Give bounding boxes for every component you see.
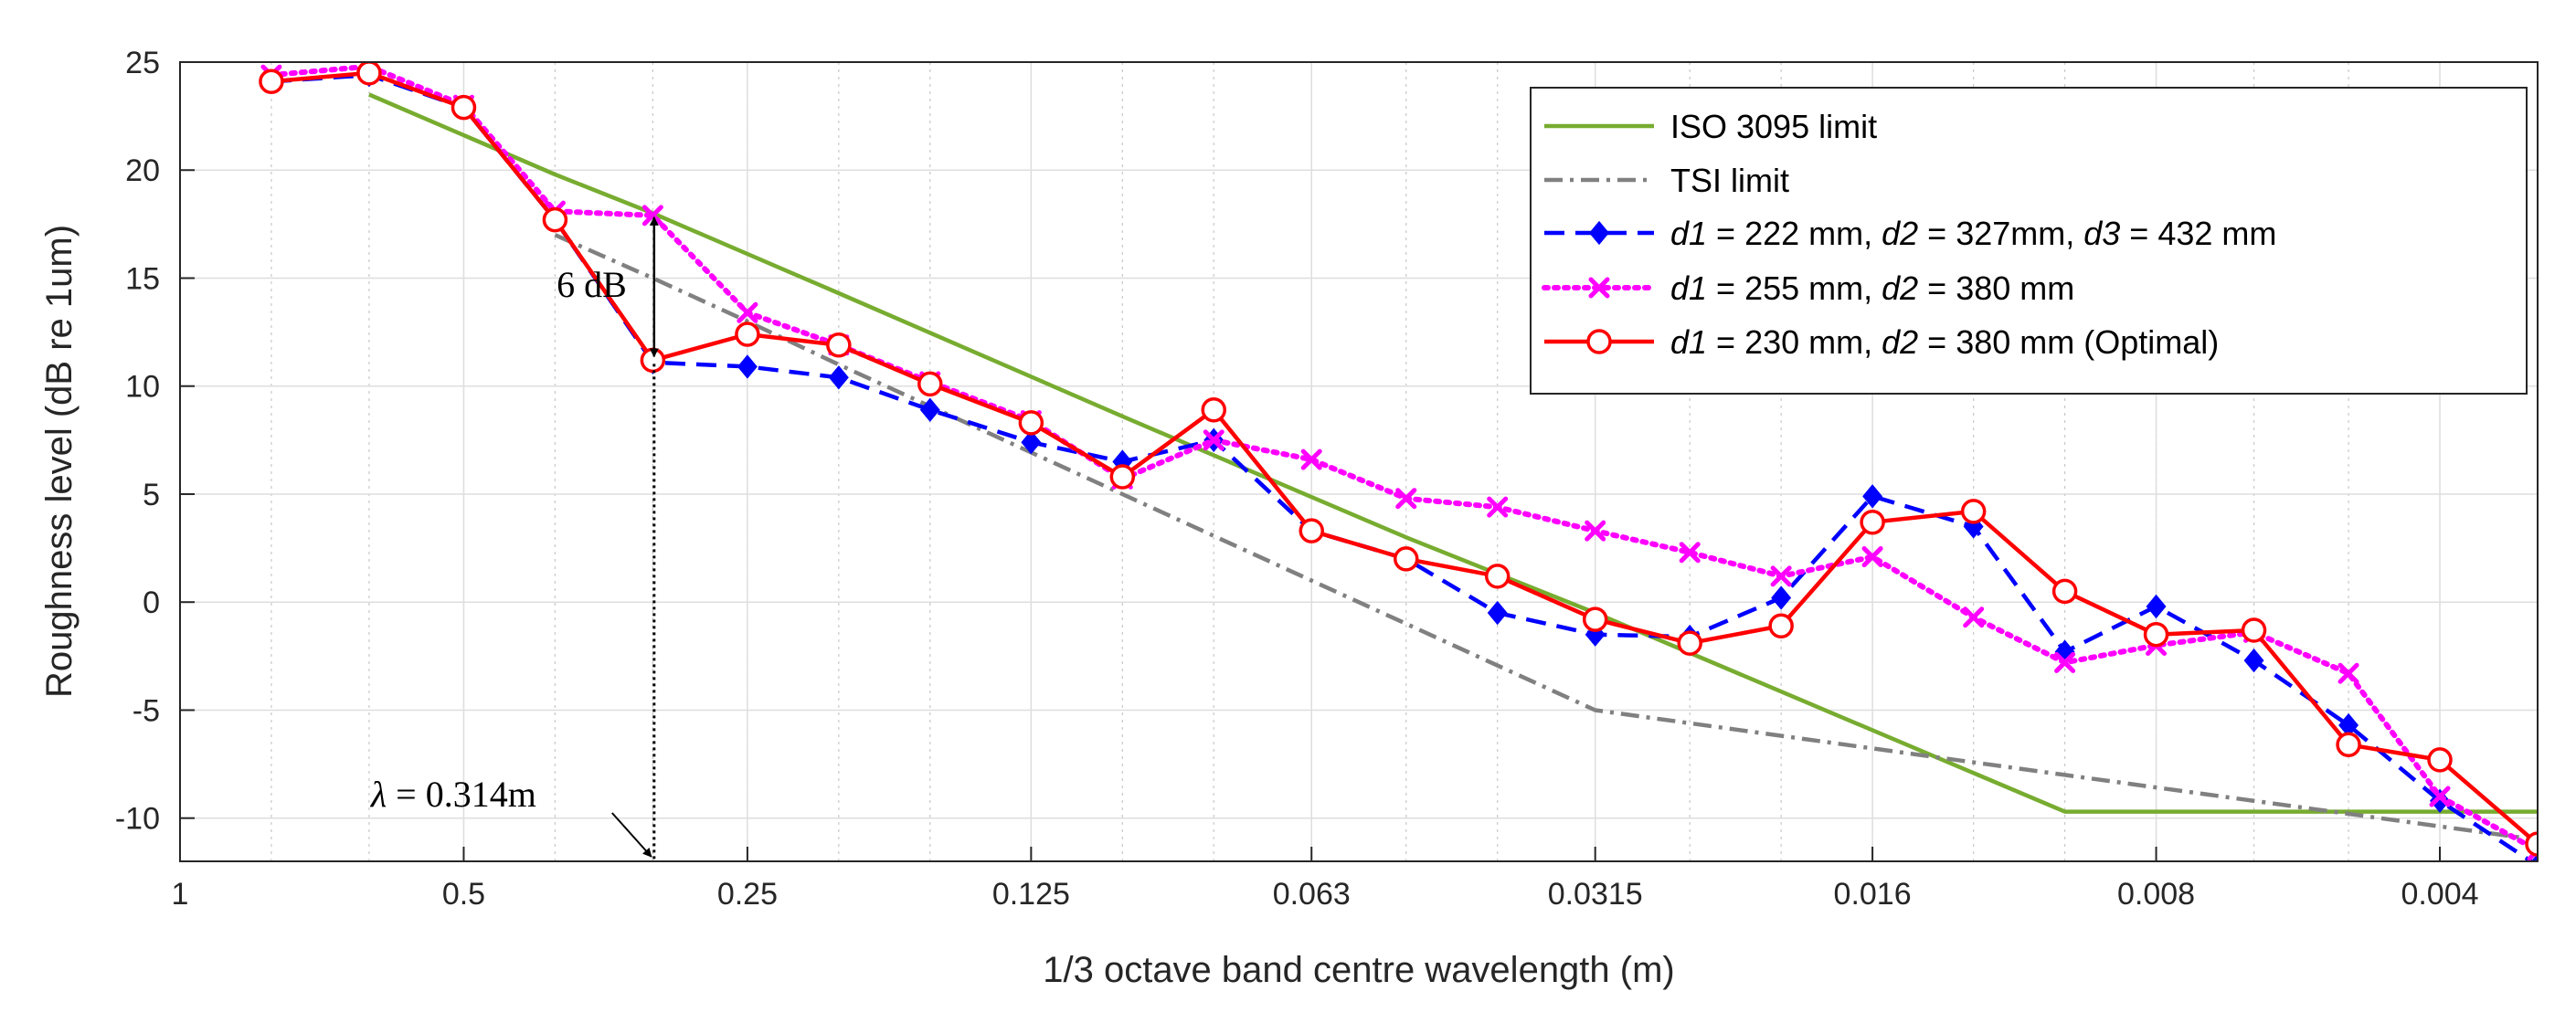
- annotations: 6 dB λ = 0.314m: [370, 216, 659, 861]
- legend-label: TSI limit: [1670, 162, 1789, 199]
- data-point: [737, 301, 758, 323]
- legend-entry-5: d1 = 230 mm, d2 = 380 mm (Optimal): [1544, 323, 2219, 361]
- data-point: [2430, 788, 2450, 813]
- data-point: [1299, 518, 1324, 543]
- series-5: [259, 62, 2538, 857]
- data-point: [2241, 617, 2267, 643]
- data-point: [1394, 546, 1419, 572]
- 6db-label: 6 dB: [557, 264, 627, 305]
- legend-marker: [1588, 277, 1610, 299]
- data-point: [2243, 648, 2264, 673]
- data-point: [1860, 509, 1885, 535]
- axis-ticks: 1 0.5 0.25 0.125 0.063 0.0315 0.016 0.008 0.004 2…: [115, 46, 2479, 912]
- data-point: [737, 354, 758, 379]
- data-point: [1960, 499, 1987, 524]
- legend-label: ISO 3095 limit: [1670, 108, 1877, 145]
- data-point: [2427, 747, 2453, 773]
- x-tick-label: 1: [172, 877, 189, 912]
- y-tick-label: 0: [143, 585, 160, 620]
- legend-box: [1530, 87, 2528, 395]
- data-point: [1203, 429, 1224, 451]
- legend-entry-2: TSI limit: [1544, 162, 1789, 199]
- series-line: [554, 233, 2538, 842]
- series-1: [368, 92, 2538, 814]
- data-point: [1109, 464, 1136, 490]
- legend-label: d1 = 222 mm, d2 = 327mm, d3 = 432 mm: [1670, 215, 2276, 252]
- legend-entry-3: d1 = 222 mm, d2 = 327mm, d3 = 432 mm: [1544, 215, 2276, 252]
- data-point: [1395, 488, 1417, 510]
- legend-label: d1 = 230 mm, d2 = 380 mm (Optimal): [1670, 323, 2219, 361]
- legend-entry-4: d1 = 255 mm, d2 = 380 mm: [1542, 269, 2074, 307]
- x-axis-label: 1/3 octave band centre wavelength (m): [1043, 950, 1675, 990]
- series-line: [368, 92, 2538, 814]
- x-tick-label: 0.0315: [1548, 877, 1643, 912]
- data-point: [1487, 600, 1508, 626]
- data-point: [1300, 448, 1322, 470]
- x-tick-label: 0.016: [1834, 877, 1912, 912]
- x-tick-label: 0.004: [2401, 877, 2478, 912]
- legend-marker: [1589, 220, 1609, 246]
- data-point: [1768, 613, 1794, 638]
- data-point: [828, 365, 849, 390]
- data-point: [917, 371, 943, 397]
- series-group: [259, 62, 2538, 861]
- data-point: [259, 69, 284, 95]
- data-point: [2051, 578, 2078, 605]
- data-point: [1487, 496, 1509, 518]
- data-point: [1963, 606, 1985, 628]
- data-point: [826, 332, 852, 358]
- y-tick-label: 15: [125, 261, 160, 296]
- x-tick-label: 0.125: [992, 877, 1070, 912]
- y-tick-label: 20: [125, 153, 160, 188]
- data-point: [2525, 831, 2538, 857]
- data-point: [735, 322, 760, 347]
- y-tick-label: 10: [125, 370, 160, 405]
- data-point: [1677, 630, 1702, 656]
- data-point: [451, 94, 477, 121]
- data-point: [356, 62, 382, 86]
- data-point: [1021, 430, 1042, 455]
- data-point: [542, 206, 568, 233]
- data-point: [1582, 606, 1608, 632]
- data-point: [1679, 542, 1701, 564]
- x-tick-label: 0.25: [717, 877, 778, 912]
- y-tick-label: -10: [115, 802, 160, 837]
- lambda-value-text: = 0.314m: [387, 774, 536, 815]
- data-point: [1771, 585, 1792, 610]
- data-point: [1585, 520, 1606, 542]
- data-point: [2337, 662, 2359, 684]
- data-point: [1770, 565, 1792, 587]
- y-axis-label: Roughness level (dB re 1um): [39, 225, 80, 698]
- data-point: [1862, 484, 1883, 509]
- data-point: [919, 397, 940, 422]
- y-tick-label: 25: [125, 46, 160, 80]
- y-tick-label: 5: [143, 478, 160, 512]
- data-point: [1018, 410, 1044, 436]
- x-tick-label: 0.063: [1273, 877, 1351, 912]
- data-point: [2146, 594, 2167, 619]
- legend-marker: [1586, 329, 1612, 354]
- series-2: [554, 233, 2538, 842]
- lambda-symbol: λ: [370, 774, 387, 815]
- legend-entry-1: ISO 3095 limit: [1544, 108, 1877, 145]
- legend: ISO 3095 limit TSI limit d1 = 222 mm, d2 =…: [1530, 87, 2528, 395]
- x-tick-label: 0.5: [442, 877, 485, 912]
- x-tick-label: 0.008: [2117, 877, 2195, 912]
- lambda-arrow: [611, 812, 652, 858]
- plot-frame: [179, 61, 2539, 862]
- data-point: [2429, 786, 2451, 807]
- y-tick-label: -5: [133, 693, 160, 728]
- data-point: [1861, 546, 1883, 568]
- data-point: [1484, 564, 1511, 589]
- data-point: [640, 347, 666, 374]
- data-point: [2143, 621, 2169, 648]
- data-point: [2054, 651, 2076, 673]
- data-point: [2336, 732, 2361, 758]
- legend-label: d1 = 255 mm, d2 = 380 mm: [1670, 269, 2074, 307]
- data-point: [1201, 396, 1226, 423]
- lambda-label: λ = 0.314m: [370, 774, 536, 815]
